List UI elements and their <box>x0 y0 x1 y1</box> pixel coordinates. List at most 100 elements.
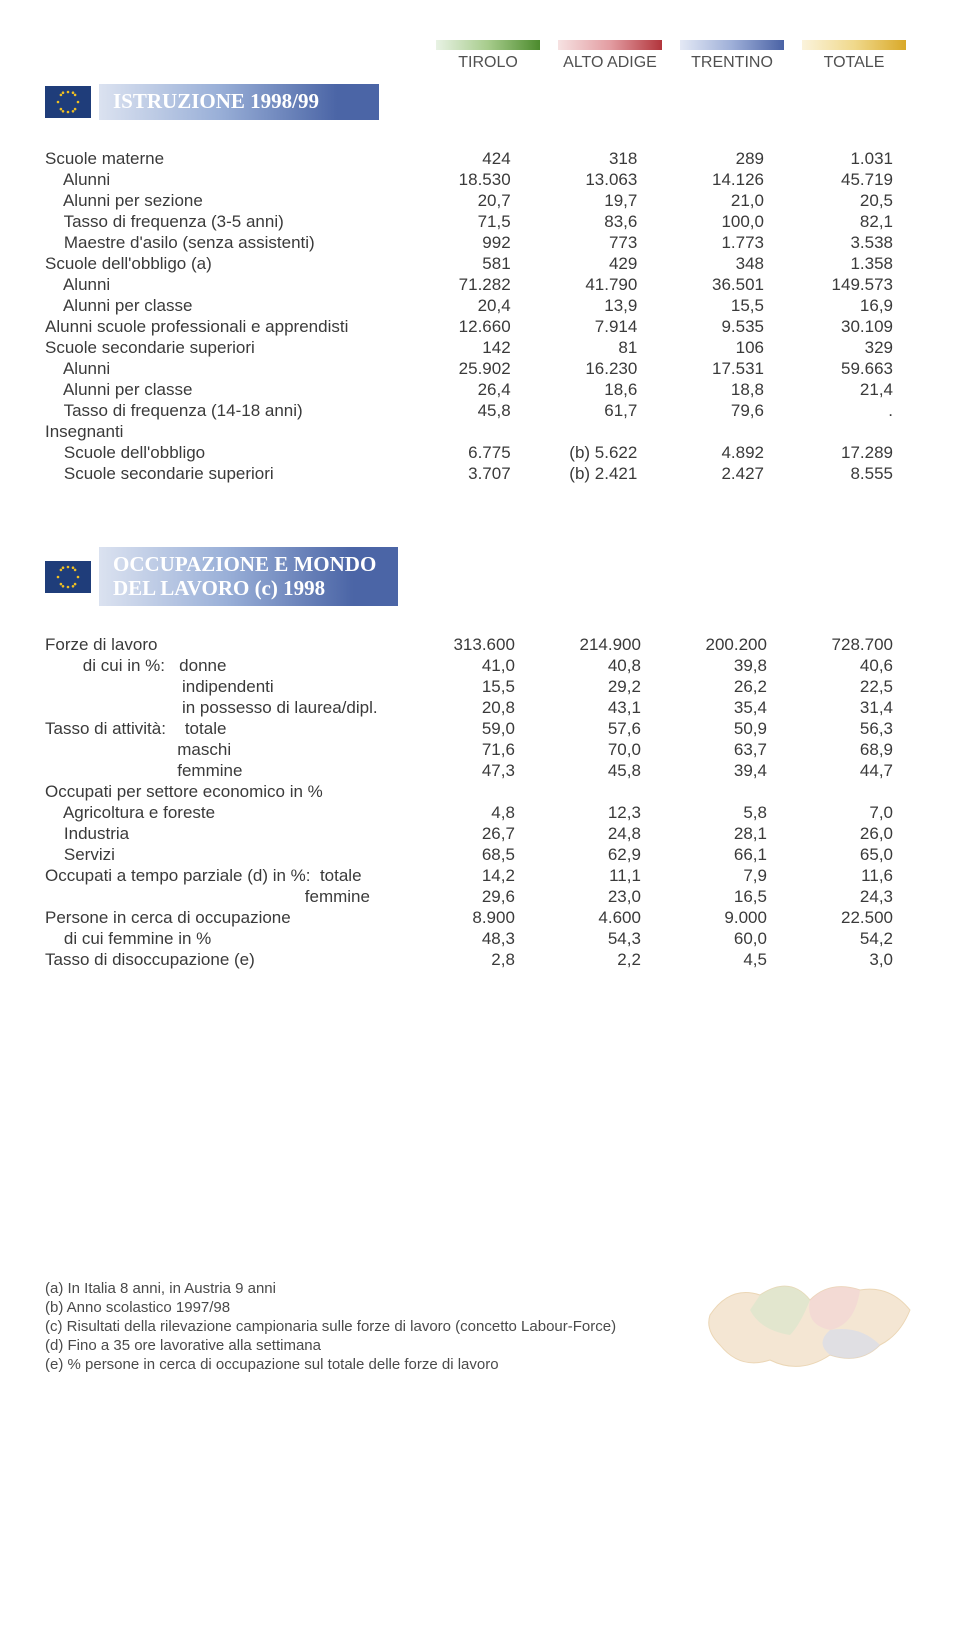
cell-value: 106 <box>659 337 786 358</box>
row-label: Tasso di frequenza (3-5 anni) <box>45 211 406 232</box>
row-label: Tasso di frequenza (14-18 anni) <box>45 400 406 421</box>
occupazione-table: Forze di lavoro313.600214.900200.200728.… <box>45 634 915 970</box>
cell-value: 992 <box>406 232 533 253</box>
table-row: Scuole materne4243182891.031 <box>45 148 915 169</box>
cell-value: 30.109 <box>786 316 915 337</box>
cell-value <box>663 781 789 802</box>
table-row: di cui femmine in %48,354,360,054,2 <box>45 928 915 949</box>
cell-value: 40,8 <box>537 655 663 676</box>
cell-value: 329 <box>786 337 915 358</box>
cell-value: 39,8 <box>663 655 789 676</box>
table-row: di cui in %: donne41,040,839,840,6 <box>45 655 915 676</box>
cell-value: 48,3 <box>411 928 537 949</box>
cell-value: 581 <box>406 253 533 274</box>
cell-value: 35,4 <box>663 697 789 718</box>
cell-value: 4,5 <box>663 949 789 970</box>
cell-value <box>411 781 537 802</box>
cell-value: 50,9 <box>663 718 789 739</box>
row-label: Scuole materne <box>45 148 406 169</box>
row-label: Alunni per classe <box>45 295 406 316</box>
row-label: Forze di lavoro <box>45 634 411 655</box>
table-row: Tasso di frequenza (3-5 anni)71,583,6100… <box>45 211 915 232</box>
cell-value <box>406 421 533 442</box>
table-row: Alunni scuole professionali e apprendist… <box>45 316 915 337</box>
cell-value: 56,3 <box>789 718 915 739</box>
cell-value: 41.790 <box>533 274 660 295</box>
row-label: di cui in %: donne <box>45 655 411 676</box>
cell-value: 31,4 <box>789 697 915 718</box>
column-headers: TIROLO ALTO ADIGE TRENTINO TOTALE <box>45 40 915 72</box>
row-label: Industria <box>45 823 411 844</box>
table-row: Insegnanti <box>45 421 915 442</box>
cell-value: 2,8 <box>411 949 537 970</box>
cell-value: 36.501 <box>659 274 786 295</box>
cell-value: 5,8 <box>663 802 789 823</box>
row-label: maschi <box>45 739 411 760</box>
col-tirolo: TIROLO <box>427 40 549 72</box>
cell-value: 200.200 <box>663 634 789 655</box>
cell-value: 3.538 <box>786 232 915 253</box>
cell-value <box>537 781 663 802</box>
cell-value: 45.719 <box>786 169 915 190</box>
cell-value: 16.230 <box>533 358 660 379</box>
cell-value: 313.600 <box>411 634 537 655</box>
title-line-2: DEL LAVORO (c) 1998 <box>113 576 325 600</box>
table-row: Alunni18.53013.06314.12645.719 <box>45 169 915 190</box>
cell-value: . <box>786 400 915 421</box>
cell-value <box>533 421 660 442</box>
cell-value: 20,4 <box>406 295 533 316</box>
table-row: Scuole secondarie superiori14281106329 <box>45 337 915 358</box>
cell-value: 45,8 <box>537 760 663 781</box>
cell-value: 59.663 <box>786 358 915 379</box>
cell-value: 100,0 <box>659 211 786 232</box>
table-row: Alunni per classe26,418,618,821,4 <box>45 379 915 400</box>
cell-value: 17.531 <box>659 358 786 379</box>
cell-value: 773 <box>533 232 660 253</box>
cell-value: 4.892 <box>659 442 786 463</box>
cell-value: 1.773 <box>659 232 786 253</box>
cell-value: 21,0 <box>659 190 786 211</box>
cell-value: 7,0 <box>789 802 915 823</box>
cell-value: 26,7 <box>411 823 537 844</box>
cell-value: 15,5 <box>659 295 786 316</box>
table-row: Tasso di disoccupazione (e)2,82,24,53,0 <box>45 949 915 970</box>
cell-value: (b) 2.421 <box>533 463 660 484</box>
cell-value: 47,3 <box>411 760 537 781</box>
row-label: Alunni <box>45 169 406 190</box>
table-row: Scuole dell'obbligo6.775(b) 5.6224.89217… <box>45 442 915 463</box>
section-occupazione-header: OCCUPAZIONE E MONDO DEL LAVORO (c) 1998 <box>45 547 915 606</box>
cell-value: 41,0 <box>411 655 537 676</box>
cell-value: 68,5 <box>411 844 537 865</box>
table-row: femmine47,345,839,444,7 <box>45 760 915 781</box>
cell-value <box>659 421 786 442</box>
cell-value: 45,8 <box>406 400 533 421</box>
row-label: indipendenti <box>45 676 411 697</box>
cell-value: 65,0 <box>789 844 915 865</box>
table-row: femmine29,623,016,524,3 <box>45 886 915 907</box>
table-row: Alunni per classe20,413,915,516,9 <box>45 295 915 316</box>
cell-value: 63,7 <box>663 739 789 760</box>
cell-value: 60,0 <box>663 928 789 949</box>
row-label: Agricoltura e foreste <box>45 802 411 823</box>
cell-value: 149.573 <box>786 274 915 295</box>
row-label: Tasso di attività: totale <box>45 718 411 739</box>
row-label: Scuole secondarie superiori <box>45 463 406 484</box>
cell-value: 1.358 <box>786 253 915 274</box>
cell-value: 11,1 <box>537 865 663 886</box>
col-label: ALTO ADIGE <box>563 54 657 71</box>
table-row: Persone in cerca di occupazione8.9004.60… <box>45 907 915 928</box>
cell-value: 11,6 <box>789 865 915 886</box>
cell-value: 22.500 <box>789 907 915 928</box>
row-label: Alunni <box>45 274 406 295</box>
eu-flag-icon <box>45 86 91 118</box>
cell-value: 21,4 <box>786 379 915 400</box>
eu-flag-icon <box>45 561 91 593</box>
cell-value: 424 <box>406 148 533 169</box>
cell-value: 24,8 <box>537 823 663 844</box>
row-label: Occupati per settore economico in % <box>45 781 411 802</box>
cell-value: 16,5 <box>663 886 789 907</box>
col-alto-adige: ALTO ADIGE <box>549 40 671 72</box>
cell-value: 8.555 <box>786 463 915 484</box>
row-label: Occupati a tempo parziale (d) in %: tota… <box>45 865 411 886</box>
row-label: Servizi <box>45 844 411 865</box>
